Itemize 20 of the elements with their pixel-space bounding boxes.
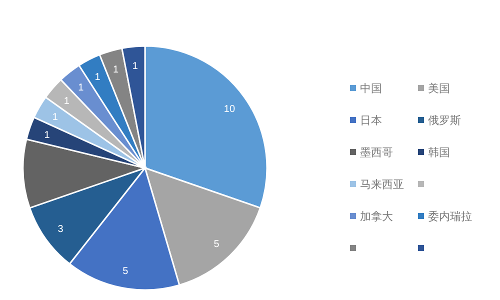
data-label: 1 — [64, 96, 70, 108]
legend-label: 墨西哥 — [360, 147, 393, 159]
data-label: 1 — [113, 64, 120, 76]
data-label: 5 — [122, 266, 129, 277]
data-label: 1 — [132, 60, 138, 72]
legend-label: 韩国 — [428, 146, 450, 159]
legend-label: 日本 — [360, 114, 382, 127]
legend-label: 中国 — [360, 82, 382, 95]
legend-label: 美国 — [428, 82, 450, 95]
data-label: 5 — [214, 239, 220, 250]
data-label: 10 — [224, 104, 236, 115]
data-label: 1 — [78, 82, 84, 94]
legend-label: 俄罗斯 — [428, 114, 461, 127]
data-label: 1 — [94, 72, 101, 83]
data-label: 3 — [58, 224, 64, 236]
legend-label: 加拿大 — [360, 210, 393, 223]
data-label: 1 — [52, 112, 58, 124]
legend-label: 马来西亚 — [360, 178, 404, 191]
legend-label: 委内瑞拉 — [428, 210, 472, 223]
data-label: 1 — [44, 130, 50, 142]
